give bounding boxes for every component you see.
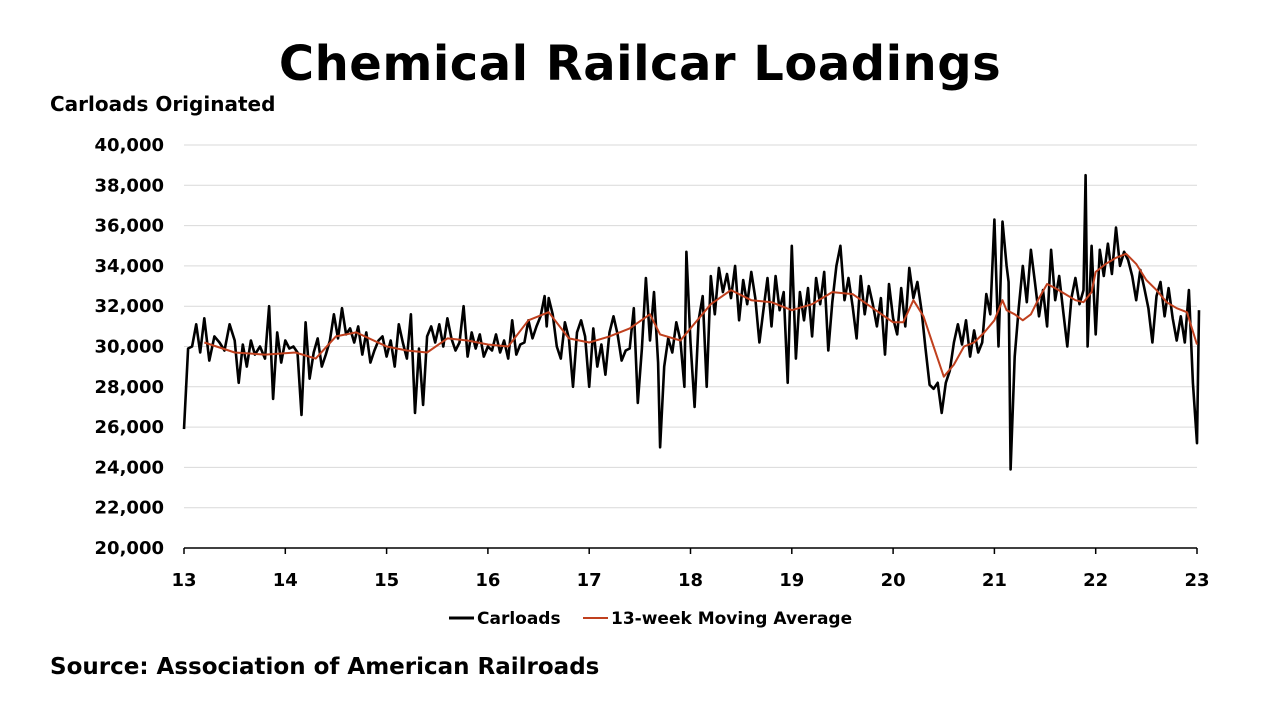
y-axis-label: Carloads Originated <box>50 92 276 116</box>
y-tick-label: 26,000 <box>95 417 164 438</box>
y-axis-ticks: 20,000 22,000 24,000 26,000 28,000 30,000 32,0… <box>95 135 164 559</box>
y-tick-label: 38,000 <box>95 175 164 196</box>
x-tick-label: 21 <box>982 570 1007 591</box>
y-tick-label: 40,000 <box>95 135 164 156</box>
y-tick-label: 22,000 <box>95 498 164 519</box>
x-tick-label: 14 <box>273 570 298 591</box>
y-tick-label: 24,000 <box>95 457 164 478</box>
x-tick-label: 17 <box>577 570 602 591</box>
x-tick-label: 20 <box>881 570 906 591</box>
legend-label: Carloads <box>477 609 561 629</box>
x-tick-label: 23 <box>1184 570 1209 591</box>
source-note: Source: Association of American Railroad… <box>50 654 600 680</box>
x-tick-label: 15 <box>374 570 399 591</box>
legend-label: 13-week Moving Average <box>611 609 852 629</box>
y-tick-label: 34,000 <box>95 256 164 277</box>
x-tick-label: 13 <box>171 570 196 591</box>
chart-title: Chemical Railcar Loadings <box>278 36 1002 92</box>
x-axis: 13 14 15 16 17 18 19 20 21 22 23 <box>171 547 1210 591</box>
y-tick-label: 36,000 <box>95 216 164 237</box>
y-tick-label: 28,000 <box>95 377 164 398</box>
legend: Carloads 13-week Moving Average <box>449 609 852 629</box>
y-tick-label: 20,000 <box>95 538 164 559</box>
series-lines <box>182 173 1201 471</box>
series-line-carloads <box>182 173 1201 471</box>
gridlines <box>184 144 1197 509</box>
y-tick-label: 30,000 <box>95 337 164 358</box>
x-tick-label: 16 <box>475 570 500 591</box>
y-tick-label: 32,000 <box>95 296 164 317</box>
x-tick-label: 18 <box>678 570 703 591</box>
series-line-moving-average <box>203 252 1198 378</box>
x-tick-label: 22 <box>1083 570 1108 591</box>
x-tick-label: 19 <box>779 570 804 591</box>
